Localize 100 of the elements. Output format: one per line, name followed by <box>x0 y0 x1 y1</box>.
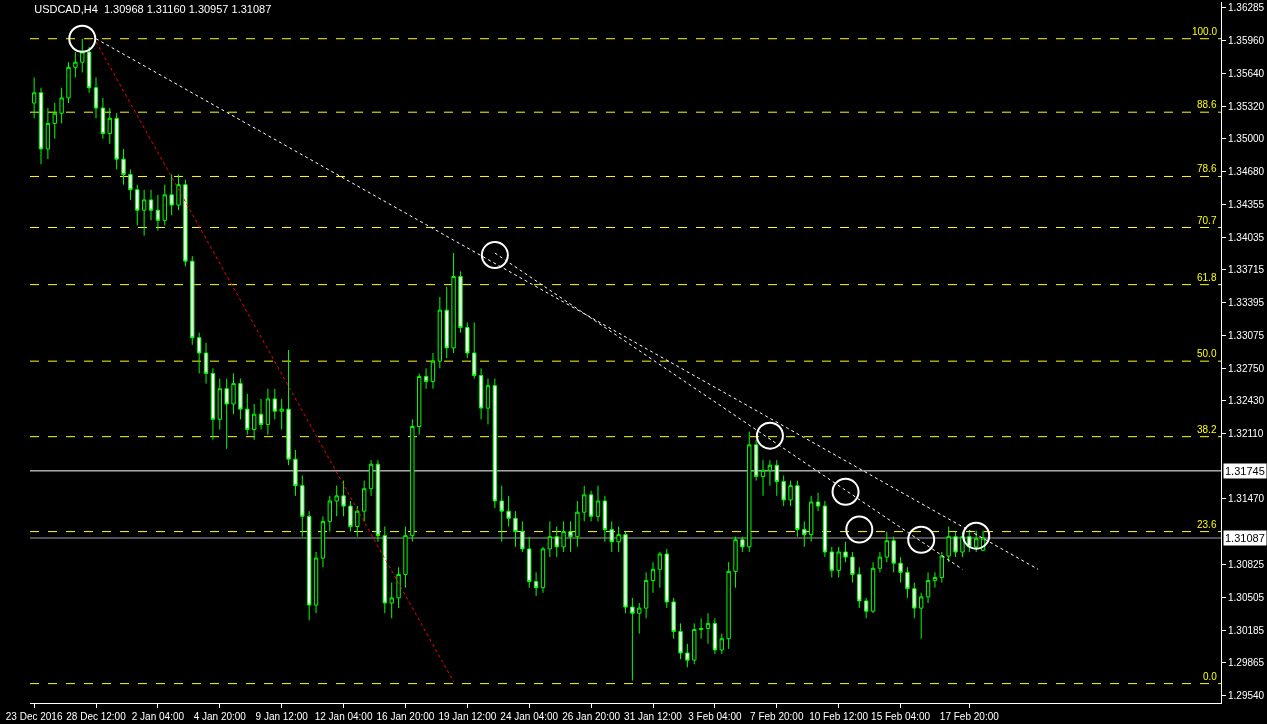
candlestick <box>946 525 951 563</box>
candlestick <box>891 536 896 573</box>
candlestick <box>444 286 449 359</box>
candlestick <box>712 617 718 655</box>
candlestick <box>121 148 126 186</box>
point <box>755 421 784 450</box>
candlestick <box>650 561 656 594</box>
candlestick <box>307 510 312 621</box>
ref-line-label: 1.31745 <box>1225 465 1265 477</box>
y-tick-label: 1.34355 <box>1228 199 1265 211</box>
candlestick <box>836 546 841 578</box>
ref-line-label: 1.31087 <box>1225 532 1265 544</box>
candlestick <box>499 485 504 543</box>
y-tick-label: 1.30185 <box>1228 624 1265 636</box>
x-tick-label: 2 Jan 04:00 <box>131 711 185 722</box>
annotation: 38.2 <box>1197 424 1217 435</box>
candlestick <box>38 87 44 165</box>
annotation: 78.6 <box>1197 163 1217 174</box>
candlestick <box>547 520 553 558</box>
candlestick <box>355 505 360 538</box>
candlestick <box>788 480 793 507</box>
candlestick <box>939 551 944 584</box>
x-tick-label: 4 Jan 20:00 <box>193 711 247 722</box>
candlestick <box>781 474 786 507</box>
candlestick <box>73 51 78 79</box>
y-tick-label: 1.30825 <box>1228 559 1265 571</box>
candlestick <box>513 510 518 548</box>
candlestick <box>925 571 931 604</box>
candlestick <box>912 582 917 619</box>
candlestick <box>114 112 119 170</box>
candlestick <box>863 597 869 619</box>
candlestick <box>554 525 559 558</box>
candlestick <box>417 372 422 436</box>
candlestick <box>128 168 133 201</box>
candlestick <box>485 378 491 425</box>
candlestick <box>726 561 731 650</box>
y-tick-label: 1.33715 <box>1228 264 1265 276</box>
candlestick <box>609 520 614 553</box>
candlestick <box>740 536 745 553</box>
y-tick-label: 1.35320 <box>1228 100 1265 112</box>
candlestick <box>623 531 628 614</box>
candlestick <box>705 612 711 645</box>
candlestick <box>196 332 202 374</box>
candlestick <box>843 541 848 563</box>
candlestick <box>224 378 229 450</box>
candlestick <box>258 398 264 431</box>
candlestick <box>162 184 167 226</box>
candlestick <box>265 388 271 436</box>
y-tick-label: 1.32750 <box>1228 362 1265 374</box>
candlestick <box>286 349 291 466</box>
candlestick <box>155 194 161 232</box>
candlestick <box>45 107 51 160</box>
candlestick <box>643 571 649 619</box>
candlestick <box>410 418 415 543</box>
candlestick <box>423 367 429 390</box>
candlestick <box>678 622 683 660</box>
candlestick <box>575 500 580 548</box>
candlestick <box>877 551 883 573</box>
x-tick-label: 24 Jan 04:00 <box>500 711 559 722</box>
candlestick <box>238 378 243 420</box>
candlestick <box>217 378 222 431</box>
candlestick <box>760 459 766 497</box>
candlestick <box>183 179 188 267</box>
candlestick <box>135 184 140 226</box>
candlestick <box>389 582 394 619</box>
candlestick <box>671 597 676 640</box>
point <box>845 515 874 544</box>
annotation: 88.6 <box>1197 99 1217 110</box>
chart-title: USDCAD,H4 1.30968 1.31160 1.30957 1.31087 <box>34 3 272 16</box>
x-tick-label: 19 Jan 12:00 <box>438 711 497 722</box>
x-tick-label: 9 Jan 12:00 <box>255 711 309 722</box>
candlestick <box>637 602 642 635</box>
candlestick <box>802 520 807 548</box>
y-tick-label: 1.35640 <box>1228 67 1265 79</box>
y-tick-label: 1.34680 <box>1228 165 1265 177</box>
y-tick-label: 1.34035 <box>1228 231 1265 243</box>
candlestick <box>527 536 532 589</box>
candlestick <box>857 566 862 609</box>
candlestick <box>245 393 250 436</box>
candlestick <box>368 459 374 497</box>
candlestick <box>100 97 106 140</box>
candlestick <box>327 495 332 533</box>
annotation: 50.0 <box>1197 348 1217 359</box>
x-tick-label: 17 Feb 20:00 <box>939 711 1000 722</box>
x-tick-label: 10 Feb 12:00 <box>809 711 869 722</box>
candlestick <box>141 189 147 237</box>
annotation: 100.0 <box>1192 26 1218 37</box>
candlestick <box>231 372 236 415</box>
y-tick-label: 1.31470 <box>1228 493 1265 505</box>
candlestick <box>300 474 305 538</box>
candlestick <box>698 617 704 640</box>
candlestick <box>595 485 601 522</box>
y-tick-label: 1.33075 <box>1228 329 1265 341</box>
candlestick <box>382 525 388 614</box>
candlestick <box>588 490 594 522</box>
candlestick <box>898 556 903 584</box>
x-tick-label: 23 Dec 2016 <box>5 711 63 722</box>
x-tick-label: 15 Feb 04:00 <box>871 711 931 722</box>
candlestick <box>169 173 174 216</box>
candlestick <box>478 367 484 420</box>
